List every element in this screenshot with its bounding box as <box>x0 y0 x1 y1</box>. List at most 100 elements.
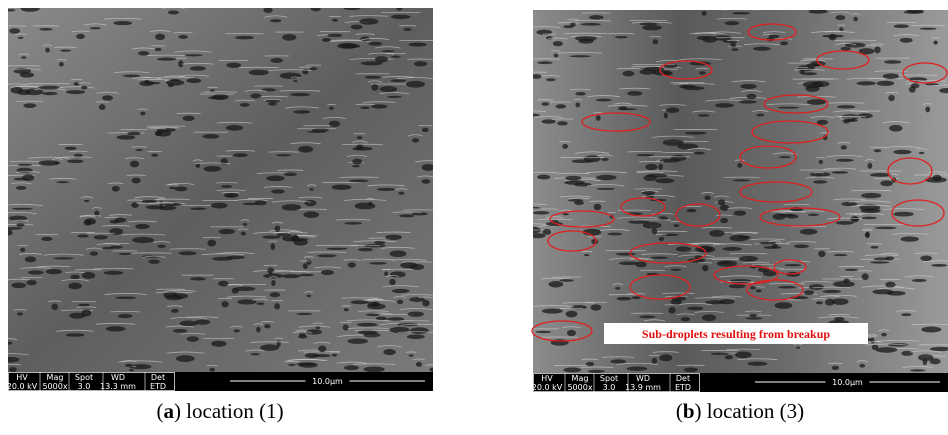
pore <box>581 23 601 26</box>
pore <box>920 256 932 262</box>
pore <box>881 333 887 337</box>
pore <box>861 193 881 198</box>
pore <box>693 152 705 155</box>
pore <box>282 34 296 41</box>
pore <box>572 159 594 163</box>
pore <box>3 342 12 345</box>
pore <box>616 253 636 256</box>
pore <box>155 34 165 40</box>
pore <box>26 280 37 285</box>
pore <box>407 335 425 340</box>
pore <box>186 78 201 83</box>
pore <box>720 218 728 223</box>
info-value: 20.0 kV <box>532 383 563 392</box>
pore <box>241 232 246 236</box>
pore <box>906 7 923 13</box>
pore <box>576 102 581 107</box>
pore <box>39 86 60 90</box>
pore <box>837 105 855 108</box>
caption-part: ( <box>156 399 163 423</box>
pore <box>910 369 925 371</box>
pore <box>873 258 889 261</box>
pore <box>918 354 934 361</box>
pore <box>343 324 349 330</box>
pore <box>60 49 71 51</box>
pore <box>20 248 25 252</box>
pore <box>68 283 82 290</box>
pore <box>739 256 758 262</box>
pore <box>183 116 195 122</box>
pore <box>304 200 316 206</box>
pore <box>23 103 36 108</box>
pore <box>127 132 140 135</box>
pore <box>74 82 80 86</box>
pore <box>270 19 282 22</box>
pore <box>16 223 24 226</box>
pore <box>877 81 895 86</box>
pore <box>369 262 386 264</box>
pore <box>632 296 641 299</box>
pore <box>277 233 292 236</box>
pore <box>221 185 232 188</box>
info-header: Mag <box>572 374 589 383</box>
pore <box>25 256 36 262</box>
pore <box>151 154 158 157</box>
pore <box>822 290 841 293</box>
pore <box>673 224 679 227</box>
pore <box>702 314 716 321</box>
pore <box>349 179 368 182</box>
pore <box>796 347 800 349</box>
pore <box>562 144 568 149</box>
pore <box>596 188 615 190</box>
pore <box>702 265 709 271</box>
pore <box>70 275 80 280</box>
pore <box>208 96 225 99</box>
pore <box>226 63 241 68</box>
pore <box>155 131 163 136</box>
pore <box>84 200 90 202</box>
pore <box>919 152 925 154</box>
pore <box>263 7 272 13</box>
pore <box>81 86 87 90</box>
pore <box>658 163 662 170</box>
pore <box>858 113 873 118</box>
pore <box>718 262 732 264</box>
pore <box>533 211 549 214</box>
pore <box>67 160 84 163</box>
pore <box>835 15 845 20</box>
pore <box>59 62 64 66</box>
pore <box>865 232 870 237</box>
pore <box>357 323 378 327</box>
pore <box>51 304 58 311</box>
pore <box>786 214 799 218</box>
pore <box>115 217 127 222</box>
pore <box>309 188 314 191</box>
pore <box>778 107 799 109</box>
pore <box>670 269 681 271</box>
pore <box>271 189 285 193</box>
pore <box>359 18 378 24</box>
pore <box>305 353 319 358</box>
pore <box>275 225 280 232</box>
pore <box>94 235 108 239</box>
pore <box>257 302 265 305</box>
pore <box>352 159 362 165</box>
pore <box>284 172 297 176</box>
ridge <box>898 4 933 5</box>
pore <box>563 25 573 28</box>
pore <box>250 353 260 355</box>
pore <box>832 366 839 370</box>
pore <box>135 224 149 229</box>
pore <box>565 176 581 181</box>
info-bar: HV20.0 kVMag5000xSpot3.0WD13.9 mmDetETD1… <box>532 373 948 392</box>
pore <box>542 309 563 314</box>
pore <box>274 303 280 309</box>
pore <box>329 121 340 128</box>
pore <box>391 56 401 58</box>
pore <box>652 358 657 364</box>
pore <box>698 114 710 117</box>
pore <box>22 174 34 181</box>
pore <box>218 281 229 287</box>
pore <box>90 252 98 256</box>
pore <box>371 104 387 108</box>
